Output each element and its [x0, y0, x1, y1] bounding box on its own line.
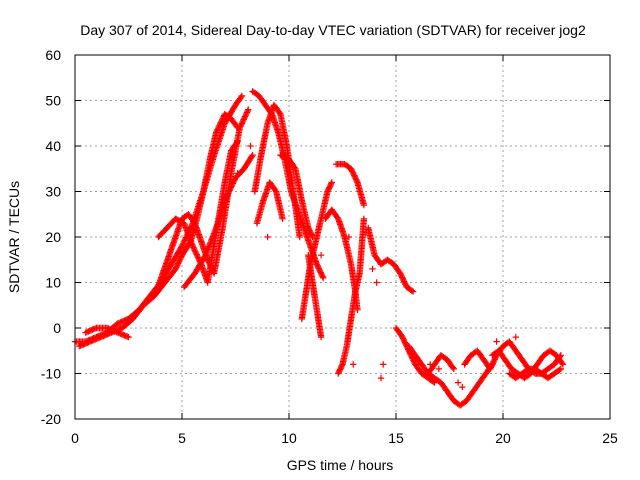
x-tick-label: 0: [71, 430, 79, 446]
data-point: [292, 202, 299, 209]
gridlines: [75, 55, 610, 419]
data-point: [362, 229, 370, 236]
data-point: [449, 364, 457, 371]
data-point: [237, 123, 244, 130]
data-point: [276, 109, 283, 117]
data-point: [176, 257, 183, 264]
data-point: [229, 181, 236, 189]
data-point: [241, 113, 249, 120]
y-tick-label: 40: [45, 138, 61, 154]
data-point: [350, 361, 357, 368]
data-point: [248, 153, 255, 160]
data-point: [558, 359, 566, 367]
data-point: [557, 365, 564, 373]
data-point: [408, 287, 415, 294]
x-axis-label: GPS time / hours: [287, 457, 394, 473]
data-point: [218, 118, 225, 125]
x-tick-label: 25: [602, 430, 618, 446]
x-tick-labels: 0 5 10 15 20 25: [71, 430, 618, 446]
axis-ticks: [74, 54, 611, 420]
data-point: [239, 119, 246, 126]
data-point: [493, 338, 500, 345]
data-point: [216, 122, 223, 129]
data-point: [242, 112, 249, 119]
data-point: [192, 248, 199, 255]
data-point: [317, 252, 325, 259]
data-point: [213, 129, 220, 136]
data-point: [317, 333, 325, 341]
data-point: [459, 383, 466, 391]
data-point: [178, 242, 186, 250]
data-point: [190, 245, 198, 253]
data-point: [247, 142, 254, 150]
data-point: [316, 267, 324, 275]
data-point: [249, 151, 256, 159]
data-point: [245, 106, 252, 113]
data-point: [380, 361, 387, 368]
y-tick-labels: -20 -10 0 10 20 30 40 50 60: [41, 47, 61, 427]
data-point: [264, 233, 271, 241]
y-tick-label: 20: [45, 229, 61, 245]
y-tick-label: 50: [45, 93, 61, 109]
data-point: [238, 92, 246, 100]
data-point: [272, 187, 279, 194]
data-point: [345, 233, 353, 241]
y-tick-label: 10: [45, 275, 61, 291]
data-point: [240, 116, 247, 123]
data-point: [192, 249, 200, 257]
data-point: [279, 215, 286, 222]
data-point: [351, 173, 359, 181]
data-point: [189, 242, 196, 250]
data-point: [320, 274, 327, 282]
y-tick-label: -20: [41, 411, 61, 427]
y-tick-label: 30: [45, 184, 61, 200]
data-point: [237, 121, 245, 129]
x-tick-label: 10: [281, 430, 297, 446]
data-point: [281, 151, 288, 159]
data-point: [427, 361, 434, 368]
x-tick-label: 20: [495, 430, 511, 446]
data-point: [454, 379, 462, 386]
data-point: [233, 139, 240, 146]
data-point: [409, 288, 417, 295]
data-point: [402, 281, 409, 288]
data-point: [360, 215, 368, 222]
data-point: [215, 125, 222, 132]
data-points: [71, 88, 567, 409]
data-point: [373, 279, 380, 286]
data-point: [227, 185, 234, 193]
data-point: [559, 361, 567, 368]
data-point: [224, 191, 231, 198]
data-point: [125, 333, 132, 341]
x-tick-label: 5: [178, 430, 186, 446]
data-point: [180, 240, 187, 247]
data-point: [228, 183, 235, 190]
data-point: [512, 333, 519, 341]
data-point: [450, 365, 457, 373]
data-point: [360, 202, 368, 209]
data-point: [225, 188, 233, 195]
data-point: [234, 170, 241, 177]
data-point: [296, 233, 303, 241]
data-point: [369, 265, 376, 273]
data-point: [353, 177, 360, 185]
data-point: [377, 374, 385, 382]
data-point: [237, 94, 245, 101]
data-point: [435, 365, 442, 373]
data-point: [243, 109, 251, 116]
data-point: [180, 238, 188, 245]
data-point: [234, 138, 241, 145]
x-tick-label: 15: [388, 430, 404, 446]
y-tick-label: -10: [41, 366, 61, 382]
data-point: [194, 252, 201, 260]
data-point: [328, 179, 335, 186]
y-tick-label: 0: [53, 320, 61, 336]
data-point: [490, 357, 498, 364]
data-point: [291, 164, 298, 171]
data-point: [556, 366, 563, 374]
y-tick-label: 60: [45, 47, 61, 63]
chart-title: Day 307 of 2014, Sidereal Day-to-day VTE…: [80, 22, 586, 38]
y-axis-label: SDTVAR / TECUs: [6, 181, 22, 293]
